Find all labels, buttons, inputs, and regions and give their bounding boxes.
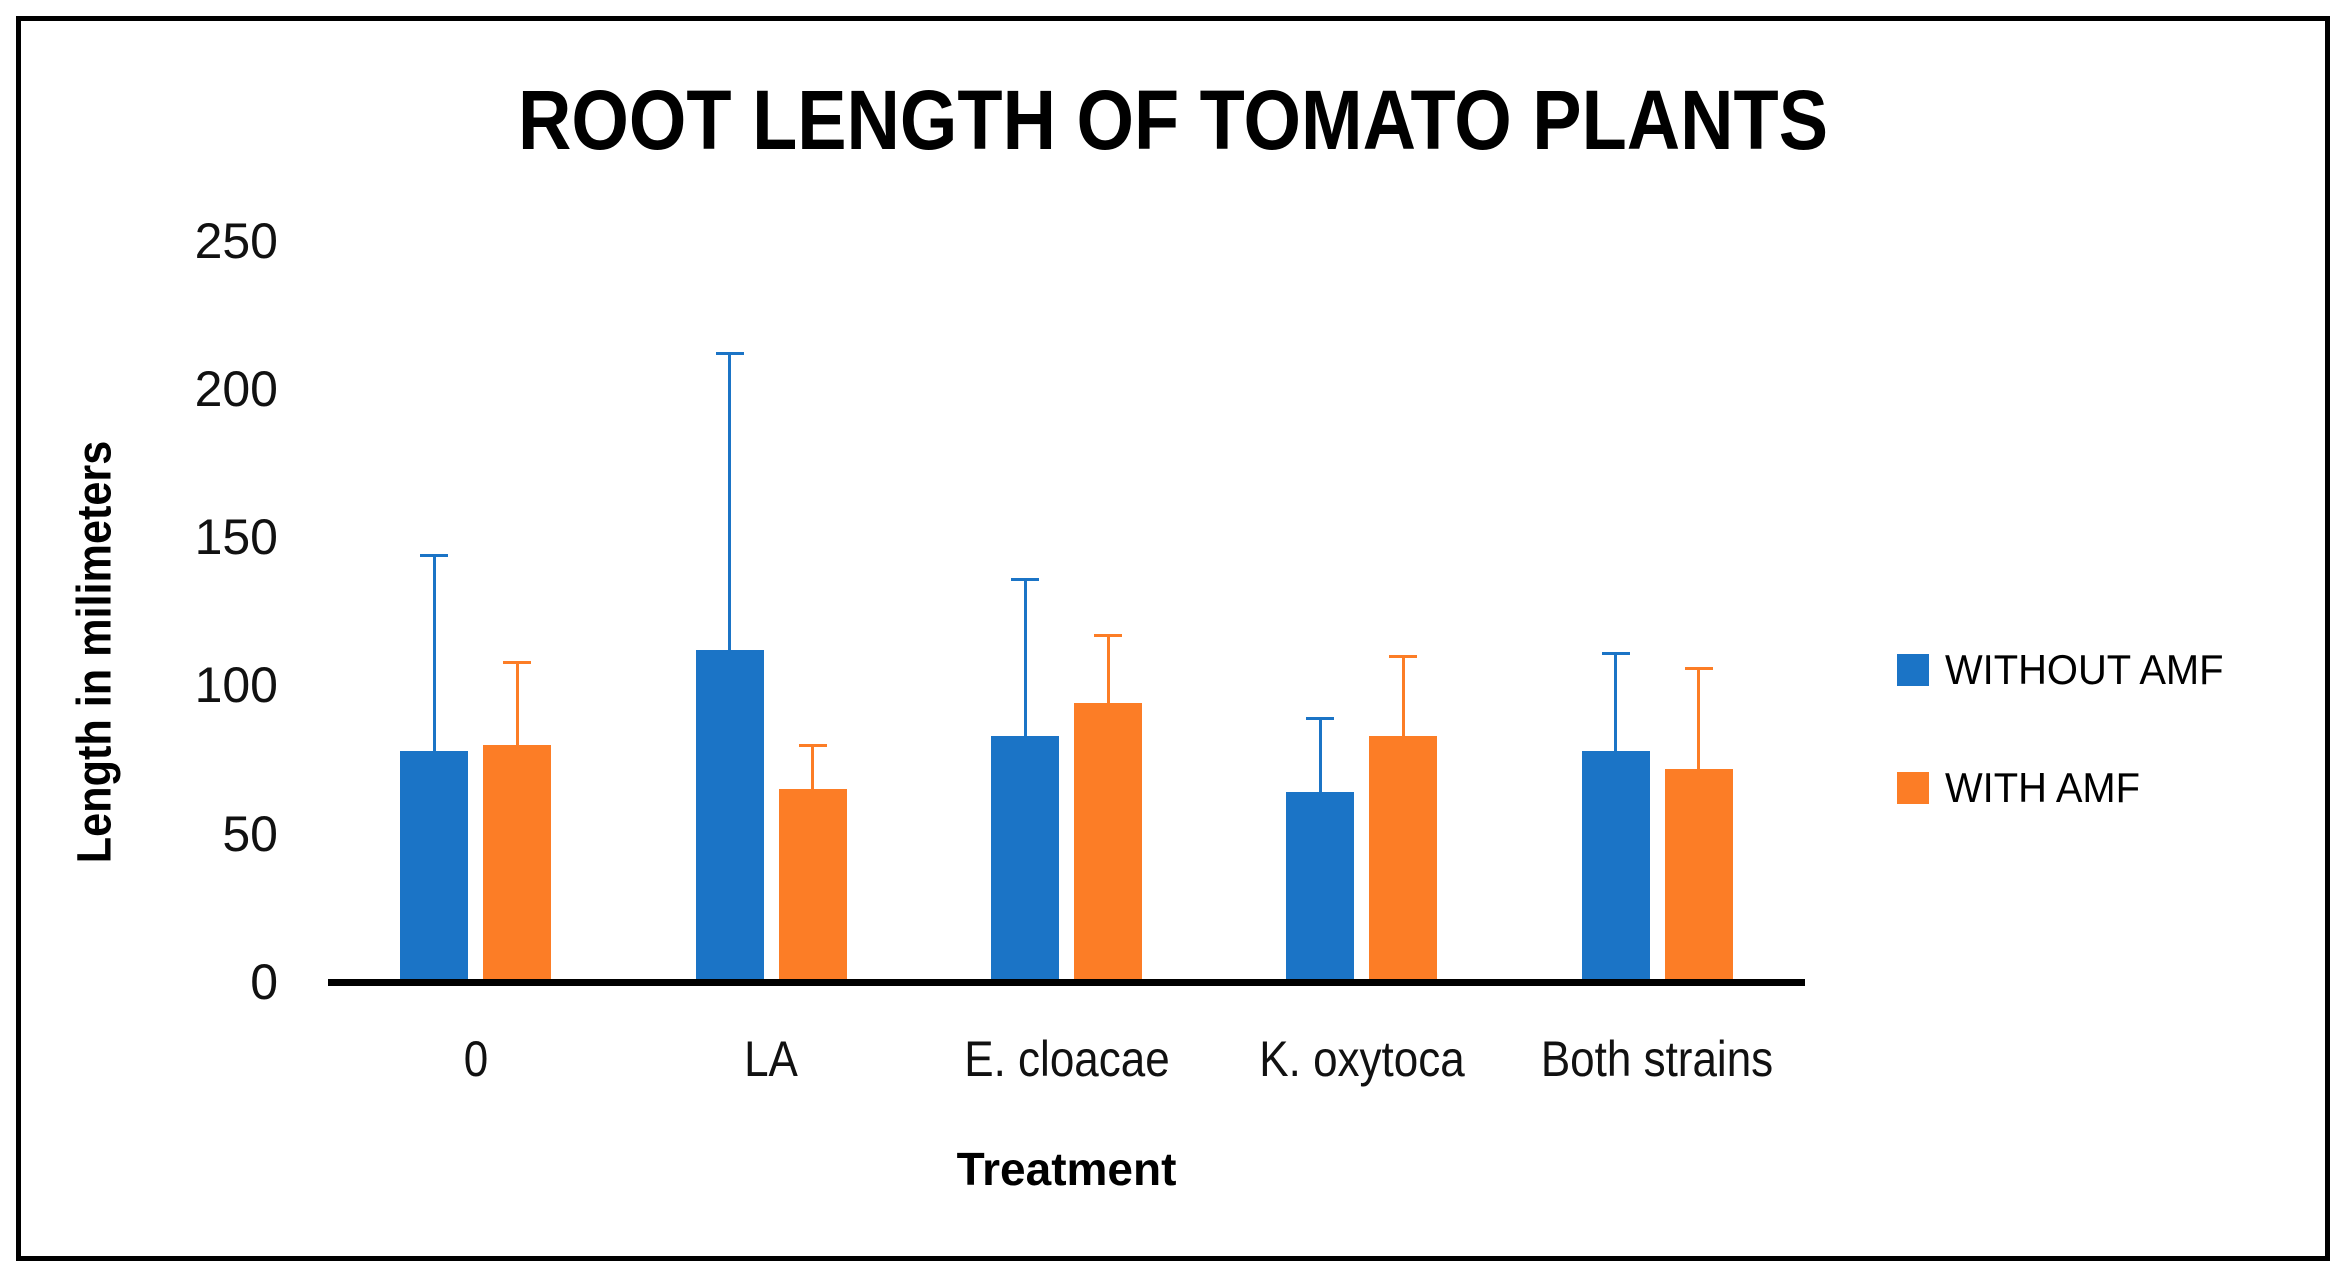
category-label-0: 0 (463, 1031, 488, 1087)
category-label-e-cloacae: E. cloacae (963, 1031, 1170, 1087)
without-amf-bar-e-cloacae (991, 735, 1059, 982)
legend-swatch-with-amf (1897, 772, 1929, 804)
with-amf-error-bar-0 (515, 661, 519, 745)
x-axis-title: Treatment (956, 1143, 1177, 1195)
with-amf-bar-la (778, 789, 847, 982)
without-amf-bar-k-oxytoca (1286, 792, 1355, 982)
legend-item-with-amf: WITH AMF (1897, 764, 2238, 812)
without-amf-bar-la (695, 649, 764, 982)
y-tick-label-0: 0 (250, 954, 278, 1010)
without-amf-error-cap-la (715, 352, 744, 356)
y-tick-label-200: 200 (194, 360, 278, 417)
legend-item-without-amf: WITHOUT AMF (1897, 646, 2238, 694)
without-amf-error-bar-la (728, 353, 732, 650)
with-amf-error-bar-la (811, 744, 815, 790)
without-amf-error-bar-0 (432, 555, 436, 751)
legend: WITHOUT AMF WITH AMF (1897, 646, 2238, 882)
category-label-k-oxytoca: K. oxytoca (1259, 1031, 1465, 1087)
chart-border-frame (16, 16, 2330, 1261)
without-amf-error-cap-e-cloacae (1011, 577, 1039, 581)
with-amf-error-bar-k-oxytoca (1401, 655, 1405, 736)
without-amf-error-bar-e-cloacae (1023, 578, 1027, 736)
category-label-la: LA (744, 1031, 799, 1087)
legend-label-with-amf: WITH AMF (1945, 764, 2141, 811)
legend-label-without-amf: WITHOUT AMF (1945, 646, 2224, 693)
y-tick-label-150: 150 (194, 509, 278, 566)
with-amf-error-bar-e-cloacae (1106, 635, 1110, 704)
without-amf-error-bar-k-oxytoca (1318, 718, 1322, 793)
with-amf-error-cap-both-strains (1684, 666, 1713, 670)
with-amf-bar-k-oxytoca (1369, 735, 1438, 982)
without-amf-error-bar-both-strains (1614, 652, 1618, 751)
category-label-both-strains: Both strains (1541, 1031, 1774, 1087)
with-amf-bar-e-cloacae (1074, 703, 1142, 982)
y-tick-label-50: 50 (222, 805, 278, 862)
y-axis-title-text: Length in milimeters (68, 440, 122, 864)
without-amf-bar-0 (400, 750, 469, 982)
y-tick-label-250: 250 (194, 212, 278, 269)
without-amf-error-cap-k-oxytoca (1306, 717, 1335, 721)
with-amf-error-bar-both-strains (1697, 667, 1701, 769)
legend-swatch-without-amf (1897, 654, 1929, 686)
x-axis-line (328, 979, 1805, 986)
with-amf-error-cap-e-cloacae (1094, 634, 1122, 638)
with-amf-bar-both-strains (1664, 768, 1733, 982)
with-amf-error-cap-0 (503, 660, 532, 664)
without-amf-bar-both-strains (1581, 750, 1650, 982)
chart-title: ROOT LENGTH OF TOMATO PLANTS (518, 73, 1828, 167)
with-amf-error-cap-k-oxytoca (1389, 654, 1418, 658)
with-amf-bar-0 (483, 744, 552, 982)
without-amf-error-cap-0 (420, 554, 449, 557)
with-amf-error-cap-la (798, 743, 827, 747)
without-amf-error-cap-both-strains (1601, 651, 1630, 655)
y-tick-label-100: 100 (194, 657, 278, 714)
